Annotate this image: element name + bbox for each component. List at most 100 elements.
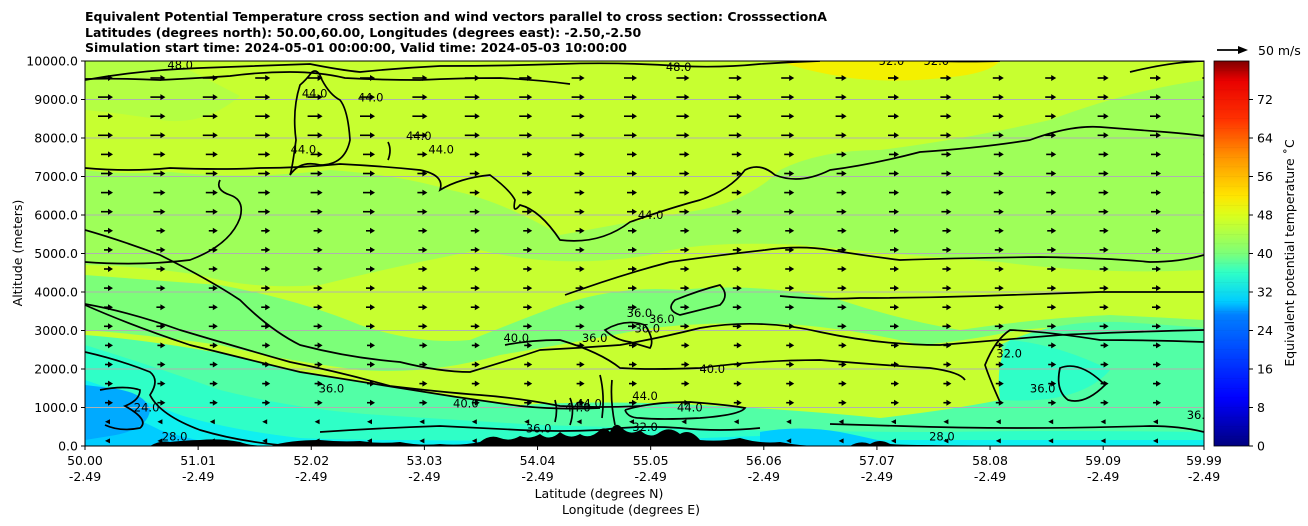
wind-vector [1100,399,1109,406]
wind-vector [101,208,113,215]
wind-vector [150,113,166,120]
contour-44-main [85,125,1204,242]
wind-vector [838,419,844,425]
wind-vector [471,438,477,444]
band-32-right [998,340,1110,401]
wind-vector [837,285,847,292]
wind-vector [1203,153,1204,156]
wind-vector [363,151,375,158]
colorbar-tick-label: 72 [1257,92,1273,107]
wind-vector [262,380,271,387]
contour-label: 28.0 [929,429,955,443]
wind-vector [209,419,215,425]
wind-vector [681,342,690,349]
wind-vector [1151,170,1161,177]
wind-vector [680,285,690,292]
wind-vector [835,113,847,120]
wind-vector [940,132,952,139]
wind-vector [1047,266,1057,272]
wind-vector [1152,285,1161,292]
band-46 [85,61,240,122]
wind-vector [523,285,533,292]
wind-vector [1047,246,1057,253]
contour-label: 44.0 [638,208,664,222]
y-tick-label: 2000.0 [34,362,78,377]
contour-36-right [779,291,1204,300]
colorbar-tick-label: 64 [1257,131,1273,146]
wind-vector [786,380,795,387]
wind-vector [208,227,218,234]
wind-vector [412,75,428,81]
wind-vector [471,380,480,387]
x-tick-label-lon: -2.49 [861,469,893,484]
wind-vector [523,246,533,253]
wind-vector [628,246,637,253]
wind-vector [367,380,375,387]
wind-vector [993,208,1004,215]
contour-label: 48.0 [666,60,692,74]
wind-vector [624,132,637,139]
contour-label: 32.0 [996,347,1022,361]
wind-vector [784,170,795,177]
wind-vector [624,75,637,81]
wind-vector [101,151,113,158]
x-tick-label-lat: 55.05 [633,453,669,468]
wind-vector [786,342,795,349]
wind-vector [624,113,637,120]
wind-vector [418,304,428,311]
wind-vector [1045,132,1057,139]
wind-vector [156,246,166,253]
wind-vector [98,94,113,101]
wind-vector [412,132,428,139]
wind-vector [1048,399,1057,406]
colorbar-tick-label: 56 [1257,169,1273,184]
wind-vector [104,285,113,292]
wind-vector [728,132,742,139]
wind-vector [837,227,847,234]
wind-vector [1205,342,1213,348]
contour-label: 40.0 [453,397,479,411]
wind-vector [1098,170,1109,177]
wind-vector [1203,210,1204,213]
wind-vector [835,75,847,81]
quiver-key: 50 m/s [1217,43,1301,58]
wind-vector [524,399,533,406]
wind-vector [629,361,637,368]
wind-vector [733,380,742,387]
wind-vector [519,94,533,101]
wind-vector [157,419,163,425]
contour-36-b [603,321,653,350]
wind-vector [942,227,952,234]
wind-vector [1099,266,1109,272]
wind-vector [992,113,1004,120]
wind-vector [157,380,166,387]
x-axis-label-lat: Latitude (degrees N) [535,486,664,501]
wind-vector [1152,304,1161,311]
wind-vector [1205,419,1210,424]
wind-vector [261,266,271,272]
wind-vector [890,304,899,311]
wind-vector [523,227,533,234]
wind-vector [838,380,847,387]
wind-vector [943,342,952,349]
colorbar-tick-label: 40 [1257,246,1273,261]
wind-vector [208,323,218,330]
x-tick-label-lon: -2.49 [1087,469,1119,484]
wind-vector [205,170,218,177]
wind-vector [313,246,323,253]
wind-vector [993,189,1004,196]
wind-vector [732,285,742,292]
wind-vector [1204,266,1213,272]
wind-vector [1099,304,1109,311]
wind-vector [995,361,1004,368]
wind-vector [995,380,1004,387]
wind-vector [366,323,375,330]
wind-vector [676,113,690,120]
y-axis-label: Altitude (meters) [10,200,25,307]
contour-label: 44.0 [358,91,384,105]
wind-vector [942,246,952,253]
wind-vector [943,361,952,368]
x-axis-ticks: 50.00-2.4951.01-2.4952.02-2.4953.03-2.49… [67,446,1222,484]
wind-vector [1204,304,1213,310]
wind-vector [363,189,375,196]
